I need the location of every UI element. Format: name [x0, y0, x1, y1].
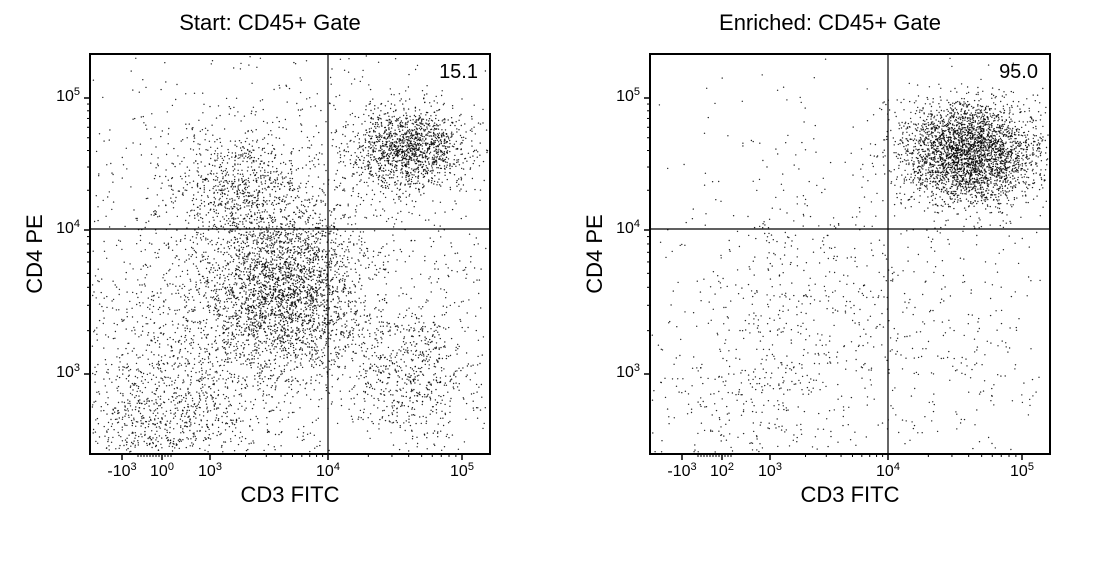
panel-enriched: Enriched: CD45+ Gate 95.0103104105-10310…	[580, 10, 1080, 554]
panel-start-title: Start: CD45+ Gate	[179, 10, 361, 36]
scatter-plot-start: 15.1103104105-103100103104105CD3 FITCCD4…	[20, 44, 520, 554]
panel-start: Start: CD45+ Gate 15.1103104105-10310010…	[20, 10, 520, 554]
figure-container: Start: CD45+ Gate 15.1103104105-10310010…	[0, 0, 1100, 580]
panel-enriched-title: Enriched: CD45+ Gate	[719, 10, 941, 36]
scatter-plot-enriched: 95.0103104105-103102103104105CD3 FITCCD4…	[580, 44, 1080, 554]
